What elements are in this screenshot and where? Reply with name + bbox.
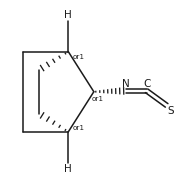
Text: N: N <box>122 79 130 89</box>
Text: H: H <box>64 164 72 174</box>
Text: or1: or1 <box>73 54 85 60</box>
Text: or1: or1 <box>73 125 85 131</box>
Text: S: S <box>168 106 174 116</box>
Text: C: C <box>143 79 150 89</box>
Text: or1: or1 <box>92 96 104 102</box>
Text: H: H <box>64 10 72 20</box>
